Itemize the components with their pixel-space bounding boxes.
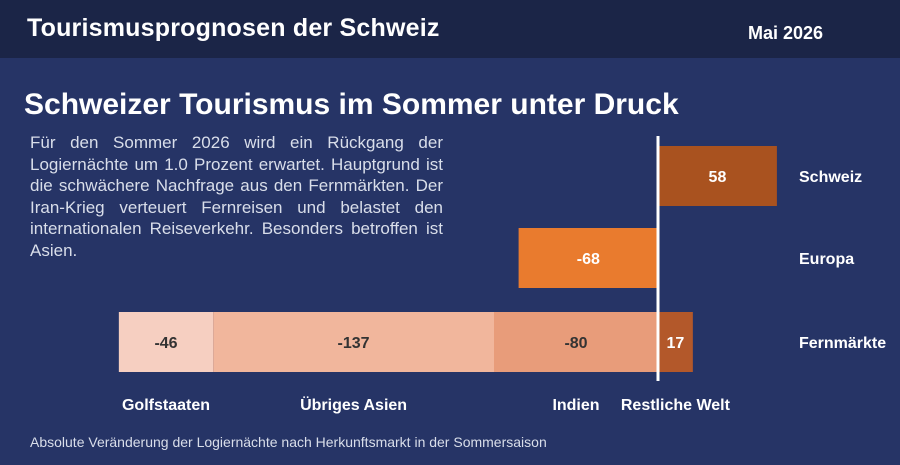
bar-fernmaerkte-uebriges-asien (213, 312, 494, 372)
header-date: Mai 2026 (748, 23, 824, 43)
category-label-restliche-welt: Restliche Welt (621, 397, 731, 414)
value-label: -80 (564, 335, 587, 352)
bar-fernmaerkte-golfstaaten (118, 312, 214, 372)
bar-fernmaerkte-indien (494, 312, 658, 372)
header-title: Tourismusprognosen der Schweiz (27, 14, 440, 42)
row-label-europa: Europa (799, 251, 854, 268)
category-label-indien: Indien (552, 397, 599, 414)
value-label: -46 (154, 335, 177, 352)
bar-schweiz (658, 146, 777, 206)
header-bar: Tourismusprognosen der Schweiz Mai 2026 (0, 0, 900, 58)
intro-text: Für den Sommer 2026 wird ein Rückgang de… (30, 133, 443, 260)
bar-fernmaerkte-restliche-welt (658, 312, 693, 372)
value-label: -137 (338, 335, 370, 352)
chart-caption: Absolute Veränderung der Logiernächte na… (30, 434, 547, 450)
row-label-fernmaerkte: Fernmärkte (799, 335, 886, 352)
bar-europa (518, 228, 658, 288)
value-label: -68 (577, 251, 600, 268)
page-title: Schweizer Tourismus im Sommer unter Druc… (24, 88, 679, 121)
value-label: 17 (667, 335, 685, 352)
category-label-golfstaaten: Golfstaaten (122, 397, 210, 414)
category-label-uebriges-asien: Übriges Asien (300, 395, 407, 414)
value-label: 58 (709, 169, 727, 186)
row-label-schweiz: Schweiz (799, 169, 862, 186)
